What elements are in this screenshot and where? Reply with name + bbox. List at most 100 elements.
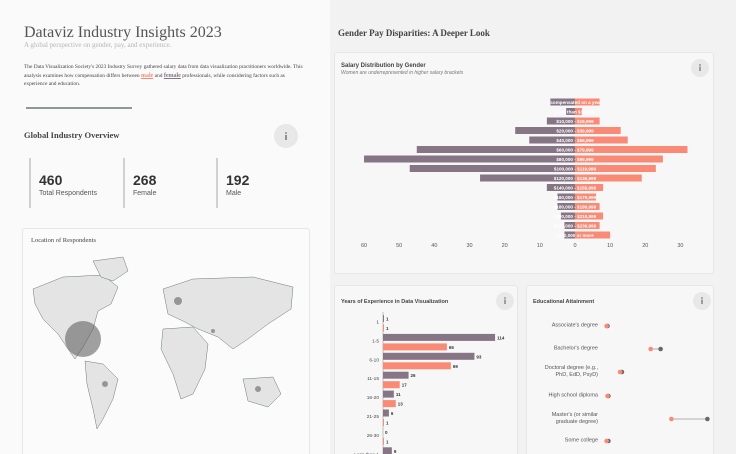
- category-label: Less than $10,000: [555, 110, 595, 115]
- category-label: High school diploma: [548, 392, 598, 399]
- bar: [550, 98, 575, 106]
- info-button[interactable]: [691, 59, 709, 77]
- bar: [574, 136, 628, 144]
- value-label: 0: [385, 430, 388, 435]
- value-label: 11: [396, 392, 401, 397]
- category-label: $120,000 - $139,999: [554, 176, 597, 181]
- divider: [26, 107, 132, 109]
- map-card: Location of Respondents: [22, 228, 310, 454]
- bar: [383, 419, 384, 426]
- kpi-value: 460: [39, 172, 63, 188]
- chart: Educational Attainment: [533, 292, 711, 444]
- bar: [409, 165, 575, 172]
- male-highlight: male: [140, 72, 154, 79]
- bar: [574, 193, 597, 201]
- kpi: 192 Male: [216, 158, 306, 208]
- dot: [705, 416, 710, 422]
- category-label: 6-10: [369, 357, 379, 363]
- x-tick-label: 20: [502, 243, 508, 249]
- category-label: 11-15: [367, 376, 379, 382]
- info-stem: [285, 135, 287, 140]
- dot: [617, 369, 623, 375]
- category-label: $180,000 - $199,999: [554, 205, 597, 210]
- value-label: 114: [497, 335, 505, 340]
- bar: [383, 437, 384, 445]
- bar: [416, 146, 575, 153]
- section-title: Gender Pay Disparities: A Deeper Look: [338, 28, 490, 38]
- x-tick-label: 30: [466, 243, 472, 249]
- info-stem: [699, 66, 701, 71]
- location-bubble: [255, 386, 261, 392]
- info-dot: [699, 64, 701, 66]
- kpi: 268 Female: [123, 158, 213, 208]
- x-tick-label: 60: [361, 243, 367, 249]
- description-text: professionals, while considering factors…: [24, 72, 285, 87]
- info-button[interactable]: [693, 292, 711, 310]
- x-tick-label: 40: [431, 243, 437, 249]
- info-button[interactable]: [274, 124, 298, 148]
- value-label: 13: [398, 402, 404, 407]
- category-label: 1: [376, 320, 379, 326]
- chart-title: Educational Attainment: [533, 299, 594, 305]
- category-label: Less than 1: [354, 452, 379, 454]
- location-bubble: [65, 321, 101, 357]
- bar: [383, 400, 396, 408]
- bar: [560, 212, 575, 220]
- bar: [557, 193, 575, 201]
- description: The Data Visualization Society's 2023 In…: [24, 64, 306, 88]
- bar: [564, 231, 575, 239]
- x-tick-label: 50: [396, 243, 402, 249]
- bar: [574, 108, 583, 115]
- card-title: Location of Respondents: [31, 237, 96, 244]
- bar: [574, 203, 600, 210]
- bar: [574, 155, 663, 163]
- x-tick-label: 0: [573, 243, 576, 249]
- category-label: $200,000 - $219,999: [554, 214, 597, 219]
- bar: [383, 315, 384, 322]
- bar: [383, 409, 389, 417]
- bar: [574, 146, 688, 153]
- australia: [242, 376, 282, 408]
- category-label: Bachelor's degree: [553, 345, 598, 352]
- chart-title: Years of Experience in Data Visualizatio…: [341, 299, 449, 305]
- category-label: 21-25: [367, 414, 380, 420]
- description-text: and: [154, 72, 163, 79]
- info-button[interactable]: [496, 292, 514, 310]
- page-subtitle: A global perspective on gender, pay, and…: [24, 41, 172, 49]
- value-label: 1: [386, 317, 389, 322]
- value-label: 65: [449, 345, 455, 350]
- chart-card: Educational Attainment Associate's degre…: [526, 285, 714, 454]
- greenland: [92, 256, 129, 282]
- category-label: $240,000 or more: [556, 233, 594, 238]
- chart-card: Salary Distribution by Gender Women are u…: [334, 52, 714, 274]
- bar: [557, 203, 575, 210]
- chart: Years of Experience in Data Visualizatio…: [341, 292, 514, 454]
- bar: [383, 333, 496, 341]
- south-america: [84, 360, 119, 430]
- bar: [574, 212, 604, 220]
- bar: [574, 98, 600, 106]
- bar: [515, 127, 575, 134]
- bar: [383, 352, 475, 360]
- description-text: The Data Visualization Society's 2023 In…: [24, 64, 303, 79]
- x-tick-label: 20: [642, 243, 648, 249]
- value-label: 93: [476, 354, 482, 359]
- chart-title: Salary Distribution by Gender: [341, 63, 426, 69]
- info-stem: [701, 299, 703, 304]
- bar: [574, 222, 600, 229]
- category-label: $100,000 - $119,999: [554, 167, 597, 172]
- value-label: 1: [386, 326, 389, 331]
- africa: [160, 326, 209, 400]
- page-title: Dataviz Industry Insights 2023: [24, 24, 222, 41]
- category-label: Some college: [564, 437, 598, 444]
- female-highlight: female: [163, 72, 181, 79]
- dot: [605, 393, 610, 399]
- category-label: Master's (or similar graduate degree): [551, 411, 598, 425]
- bar: [574, 127, 621, 134]
- kpi-value: 192: [226, 172, 250, 188]
- category-label: compensated on a yea: [550, 100, 600, 105]
- bar: [529, 136, 575, 144]
- value-label: 17: [402, 383, 408, 388]
- category-label: $60,000 - $79,999: [556, 148, 594, 153]
